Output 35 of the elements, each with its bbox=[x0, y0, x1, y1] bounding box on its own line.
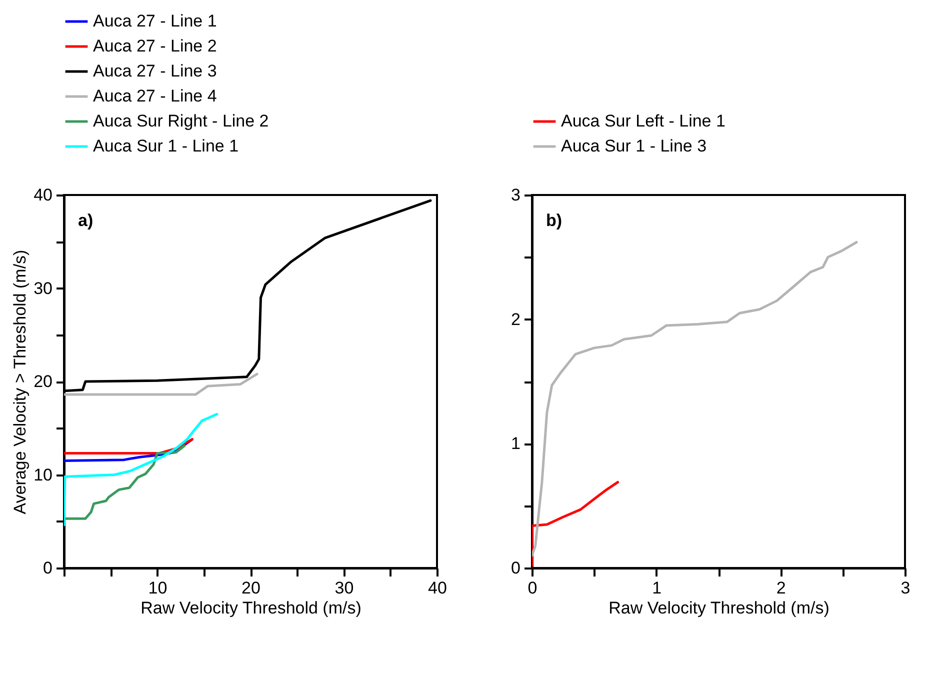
y-tick-label: 1 bbox=[511, 434, 520, 454]
y-axis-title: Average Velocity > Threshold (m/s) bbox=[10, 250, 30, 514]
y-tick-label: 3 bbox=[511, 186, 520, 204]
y-tick-label: 20 bbox=[34, 372, 52, 391]
y-tick-label: 0 bbox=[511, 558, 520, 578]
legend-label: Auca 27 - Line 3 bbox=[93, 62, 217, 80]
line-series bbox=[64, 444, 186, 520]
x-tick-label: 3 bbox=[900, 578, 910, 598]
y-tick-label: 10 bbox=[34, 465, 52, 484]
annotation: a) bbox=[78, 211, 94, 230]
line-series bbox=[532, 480, 620, 567]
legend-label: Auca Sur Left - Line 1 bbox=[561, 112, 726, 130]
x-tick-label: 10 bbox=[148, 578, 168, 598]
line-series bbox=[532, 240, 858, 557]
legend-label: Auca 27 - Line 4 bbox=[93, 86, 217, 106]
legend-label: Auca Sur 1 - Line 3 bbox=[561, 136, 707, 156]
legend-label: Auca 27 - Line 2 bbox=[93, 36, 217, 56]
x-tick-label: 2 bbox=[776, 578, 786, 598]
x-axis-title: Raw Velocity Threshold (m/s) bbox=[140, 598, 362, 618]
legend-label: Auca Sur Right - Line 2 bbox=[93, 112, 269, 130]
x-tick-label: 1 bbox=[652, 578, 662, 598]
legend-label: Auca Sur 1 - Line 1 bbox=[93, 136, 239, 156]
annotation: b) bbox=[546, 211, 562, 230]
x-tick-label: 0 bbox=[528, 578, 538, 598]
x-axis-title: Raw Velocity Threshold (m/s) bbox=[608, 598, 830, 618]
x-tick-label: 20 bbox=[242, 578, 260, 598]
line-series bbox=[64, 412, 218, 526]
x-tick-label: 40 bbox=[428, 578, 447, 598]
x-tick-label: 30 bbox=[334, 578, 354, 598]
y-tick-label: 30 bbox=[34, 278, 52, 298]
y-tick-label: 2 bbox=[511, 310, 520, 329]
y-tick-label: 0 bbox=[43, 558, 52, 578]
y-tick-label: 40 bbox=[34, 186, 52, 204]
line-series bbox=[64, 372, 258, 396]
legend-label: Auca 27 - Line 1 bbox=[93, 12, 217, 30]
